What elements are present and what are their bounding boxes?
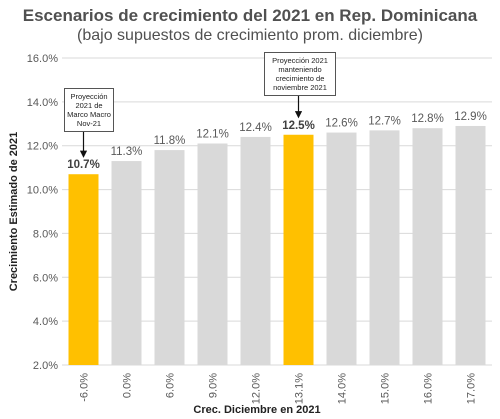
bar [369, 130, 400, 365]
y-tick-label: 2.0% [33, 360, 58, 372]
bar [197, 143, 228, 365]
x-tick-label: 14.0% [337, 373, 349, 404]
annotation-noviembre: Proyección 2021 manteniendo crecimiento … [264, 52, 336, 96]
y-tick-label: 12.0% [27, 141, 58, 153]
x-tick-label: 6.0% [165, 373, 177, 398]
y-axis-title: Crecimiento Estimado de 2021 [8, 132, 20, 292]
data-label: 12.4% [239, 122, 272, 134]
bar [68, 174, 99, 365]
x-tick-label: -6.0% [79, 373, 91, 402]
y-tick-label: 16.0% [27, 53, 58, 65]
annotation-line: crecimiento de [275, 74, 325, 83]
x-axis-title: Crec. Diciembre en 2021 [193, 404, 320, 416]
annotation-line: Proyección [70, 92, 108, 101]
data-label: 12.5% [282, 120, 315, 132]
x-tick-label: 16.0% [423, 373, 435, 404]
y-tick-label: 14.0% [27, 97, 58, 109]
data-label: 10.7% [67, 159, 100, 171]
chart-subtitle: (bajo supuestos de crecimiento prom. dic… [77, 27, 423, 44]
y-tick-label: 8.0% [33, 228, 58, 240]
bar [455, 125, 486, 365]
bar [412, 128, 443, 365]
annotation-line: Proyección 2021 [272, 56, 328, 65]
bar [240, 136, 271, 365]
annotation-line: manteniendo [278, 65, 322, 74]
bar [283, 134, 314, 365]
data-label: 12.9% [454, 111, 487, 123]
x-tick-label: 12.0% [251, 373, 263, 404]
data-label: 12.7% [368, 115, 401, 127]
data-label: 12.1% [196, 129, 229, 141]
bar [154, 150, 185, 365]
y-tick-label: 6.0% [33, 272, 58, 284]
annotation-marco-macro: Proyección 2021 de Marco Macro Nov-21 [64, 88, 114, 132]
annotation-line: 2021 de [75, 101, 103, 110]
x-tick-label: 15.0% [380, 373, 392, 404]
y-tick-label: 10.0% [27, 185, 58, 197]
data-label: 12.6% [325, 118, 358, 130]
data-label: 12.8% [411, 113, 444, 125]
data-label: 11.3% [111, 146, 143, 158]
x-tick-label: 0.0% [122, 373, 134, 398]
bar [111, 161, 142, 365]
data-label: 11.8% [154, 135, 186, 147]
x-tick-label: 17.0% [466, 373, 478, 404]
annotation-line: noviembre 2021 [273, 83, 327, 92]
bar [326, 132, 357, 365]
x-tick-label: 13.1% [294, 373, 306, 404]
y-tick-label: 4.0% [33, 316, 58, 328]
annotation-line: Marco Macro [67, 110, 111, 119]
annotation-line: Nov-21 [76, 119, 102, 128]
chart-title: Escenarios de crecimiento del 2021 en Re… [22, 6, 478, 25]
x-tick-label: 9.0% [208, 373, 220, 398]
